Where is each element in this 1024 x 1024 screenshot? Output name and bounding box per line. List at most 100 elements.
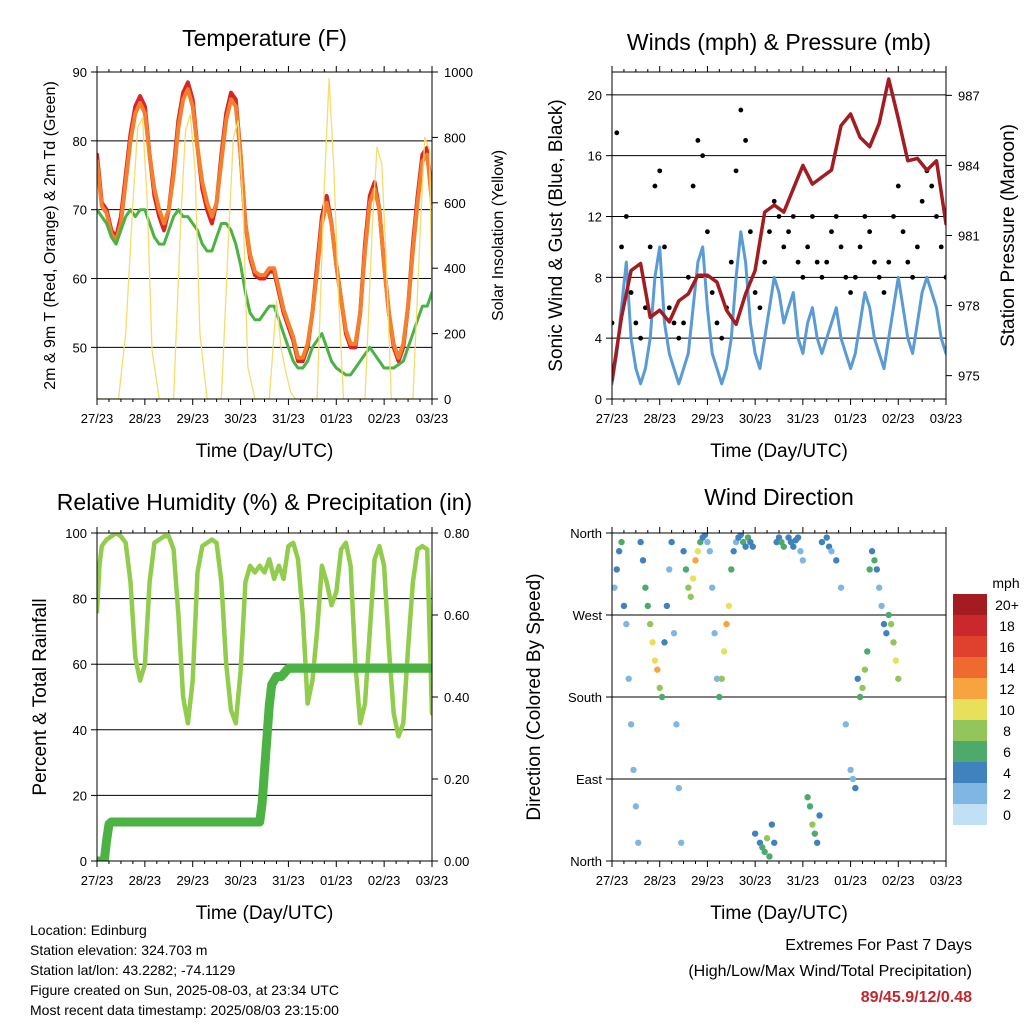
wind-direction-point xyxy=(718,675,725,682)
gust-point xyxy=(862,214,868,219)
plot-frame xyxy=(611,71,947,400)
wind-direction-point xyxy=(859,684,866,692)
y-tick-label: 70 xyxy=(73,203,87,218)
x-tick-label: 03/23 xyxy=(930,411,963,426)
gust-point xyxy=(867,229,873,235)
y-tick-label: 20 xyxy=(588,88,602,103)
9m-t-series xyxy=(97,87,432,360)
wind-direction-point xyxy=(761,848,768,856)
x-tick-label: 30/23 xyxy=(224,873,257,888)
colorbar-swatch xyxy=(953,636,987,657)
wind-direction-point xyxy=(649,639,656,646)
gust-point xyxy=(767,229,772,235)
gust-point xyxy=(743,138,748,143)
gust-point xyxy=(700,153,706,159)
gust-point xyxy=(747,229,753,235)
chart-title: Relative Humidity (%) & Precipitation (i… xyxy=(57,489,472,515)
x-tick-label: 28/23 xyxy=(643,411,676,426)
x-tick-label: 31/23 xyxy=(272,411,305,426)
gust-point xyxy=(623,214,629,219)
wind-direction-point xyxy=(687,593,694,600)
gust-point xyxy=(695,138,701,143)
gust-point xyxy=(738,107,744,113)
plot-area xyxy=(612,77,946,386)
y-tick-label: North xyxy=(570,526,602,541)
y-tick-label: 0 xyxy=(595,392,602,407)
colorbar-swatch xyxy=(953,804,987,825)
colorbar-swatch xyxy=(953,678,987,699)
wind-direction-point xyxy=(797,548,804,555)
x-tick-label: 02/23 xyxy=(368,873,401,888)
y-tick-label: 12 xyxy=(588,209,602,224)
y-tick-label: 4 xyxy=(595,331,602,346)
y-tick-label: 90 xyxy=(73,65,87,80)
gust-point xyxy=(681,320,686,326)
plot-area xyxy=(612,533,902,860)
gust-point xyxy=(652,183,658,189)
x-tick-label: 30/23 xyxy=(739,873,772,888)
location-text: Location: Edinburg xyxy=(30,922,147,938)
elevation-text: Station elevation: 324.703 m xyxy=(30,942,208,958)
wind-direction-point xyxy=(763,835,771,842)
x-tick-label: 03/23 xyxy=(416,873,449,888)
gust-point xyxy=(929,183,935,189)
wind-direction-point xyxy=(771,839,778,846)
created-text: Figure created on Sun, 2025-08-03, at 23… xyxy=(30,982,339,998)
gust-point xyxy=(666,305,672,311)
wind-direction-point xyxy=(780,543,787,550)
wind-direction-point xyxy=(644,602,651,610)
gust-point xyxy=(824,259,830,265)
gust-point xyxy=(705,229,710,235)
y-tick-label: 50 xyxy=(73,340,87,355)
wind-direction-point xyxy=(892,657,900,664)
wind-direction-point xyxy=(883,630,890,637)
gust-point xyxy=(728,259,734,265)
gust-point xyxy=(671,320,677,326)
x-tick-label: 02/23 xyxy=(882,411,915,426)
gust-point xyxy=(662,244,667,250)
wind-direction-point xyxy=(854,675,861,682)
wind-direction-point xyxy=(666,566,673,573)
y2-tick-label: 800 xyxy=(444,130,466,145)
wind-direction-point xyxy=(837,584,845,591)
wind-direction-point xyxy=(749,543,756,550)
wind-direction-point xyxy=(864,648,871,655)
wind-direction-point xyxy=(620,602,628,610)
wind-direction-point xyxy=(713,675,721,682)
x-tick-label: 28/23 xyxy=(129,873,162,888)
x-tick-label: 02/23 xyxy=(882,873,915,888)
wind-direction-point xyxy=(694,548,702,555)
gust-point xyxy=(719,335,725,341)
wind-direction-point xyxy=(730,548,737,555)
y-tick-label: 80 xyxy=(73,592,87,607)
wind-direction-point xyxy=(716,693,723,701)
wind-direction-point xyxy=(632,803,640,810)
gust-point xyxy=(786,229,791,235)
wind-direction-point xyxy=(654,666,661,673)
wind-direction-point xyxy=(630,766,637,774)
colorbar-label: 0 xyxy=(1003,807,1011,823)
gust-point xyxy=(943,274,946,280)
wind-direction-point xyxy=(811,830,818,837)
gust-point xyxy=(900,229,906,235)
gust-point xyxy=(876,274,882,280)
wind-direction-point xyxy=(868,548,876,555)
gust-point xyxy=(914,244,920,250)
wind-direction-point xyxy=(627,721,635,728)
y-tick-label: 60 xyxy=(73,272,87,287)
x-tick-label: 27/23 xyxy=(81,411,114,426)
wind-direction-point xyxy=(766,853,773,860)
wind-direction-point xyxy=(612,584,618,591)
gust-point xyxy=(905,259,911,265)
y-tick-label: West xyxy=(573,608,603,623)
gust-point xyxy=(872,259,877,265)
chart-title: Winds (mph) & Pressure (mb) xyxy=(627,29,931,55)
chart-title: Temperature (F) xyxy=(182,25,347,51)
y-tick-label: 80 xyxy=(73,134,87,149)
wind-direction-point xyxy=(871,557,878,564)
station-pressure-series xyxy=(612,77,946,383)
y-axis-label: Percent & Total Rainfall xyxy=(30,598,51,795)
gust-point xyxy=(800,274,806,280)
gust-point xyxy=(685,274,691,280)
